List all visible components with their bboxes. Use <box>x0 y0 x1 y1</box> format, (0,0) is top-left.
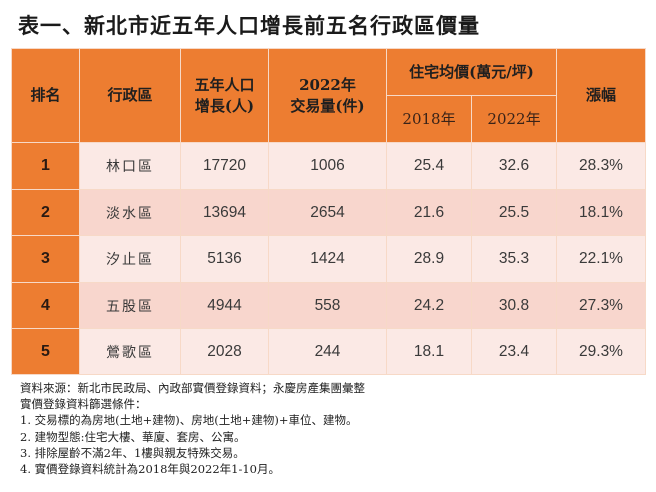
pop-growth-cell: 17720 <box>180 142 269 190</box>
increase-cell: 18.1% <box>556 189 646 236</box>
table-row: 2 淡水區 13694 2654 21.6 25.5 18.1% <box>11 189 646 236</box>
table-row: 4 五股區 4944 558 24.2 30.8 27.3% <box>11 282 646 329</box>
transactions-cell: 1424 <box>268 235 387 283</box>
increase-cell: 27.3% <box>556 282 646 329</box>
rank-cell: 2 <box>11 189 80 236</box>
district-cell: 鶯歌區 <box>79 328 181 375</box>
transactions-cell: 558 <box>268 282 387 329</box>
header-rank: 排名 <box>11 48 80 143</box>
header-district: 行政區 <box>79 48 181 143</box>
header-increase: 漲幅 <box>556 48 646 143</box>
rank-cell: 1 <box>11 142 80 190</box>
increase-cell: 22.1% <box>556 235 646 283</box>
district-cell: 淡水區 <box>79 189 181 236</box>
criteria-item: 3. 排除屋齡不滿2年、1樓與親友特殊交易。 <box>20 445 245 460</box>
transactions-cell: 2654 <box>268 189 387 236</box>
page-title: 表一、新北市近五年人口增長前五名行政區價量 <box>18 13 480 38</box>
rank-cell: 3 <box>11 235 80 283</box>
transactions-cell: 244 <box>268 328 387 375</box>
criteria-item: 4. 實價登錄資料統計為2018年與2022年1-10月。 <box>20 462 280 477</box>
increase-cell: 28.3% <box>556 142 646 190</box>
header-avg-price: 住宅均價(萬元/坪) <box>386 48 557 96</box>
table-row: 3 汐止區 5136 1424 28.9 35.3 22.1% <box>11 235 646 283</box>
price-2022-cell: 30.8 <box>471 282 557 329</box>
source-note: 資料來源：新北市民政局、內政部實價登錄資料；永慶房產集團彙整 <box>20 381 365 395</box>
district-price-volume-table: 排名 行政區 五年人口 增長(人) 2022年 交易量(件) 住宅均價(萬元/坪) … <box>11 48 646 375</box>
table-row: 1 林口區 17720 1006 25.4 32.6 28.3% <box>11 142 646 190</box>
pop-growth-cell: 5136 <box>180 235 269 283</box>
header-year-2018: 2018年 <box>386 95 472 143</box>
criteria-item: 2. 建物型態:住宅大樓、華廈、套房、公寓。 <box>20 429 246 444</box>
criteria-item: 1. 交易標的為房地(土地+建物)、房地(土地+建物)+車位、建物。 <box>20 413 358 428</box>
header-transactions: 2022年 交易量(件) <box>268 48 387 143</box>
table-row: 5 鶯歌區 2028 244 18.1 23.4 29.3% <box>11 328 646 375</box>
district-cell: 林口區 <box>79 142 181 190</box>
pop-growth-cell: 13694 <box>180 189 269 236</box>
price-2022-cell: 23.4 <box>471 328 557 375</box>
rank-cell: 4 <box>11 282 80 329</box>
increase-cell: 29.3% <box>556 328 646 375</box>
price-2022-cell: 35.3 <box>471 235 557 283</box>
rank-cell: 5 <box>11 328 80 375</box>
price-2018-cell: 25.4 <box>386 142 472 190</box>
criteria-title: 實價登錄資料篩選條件： <box>20 397 147 412</box>
transactions-cell: 1006 <box>268 142 387 190</box>
price-2022-cell: 32.6 <box>471 142 557 190</box>
district-cell: 汐止區 <box>79 235 181 283</box>
pop-growth-cell: 2028 <box>180 328 269 375</box>
price-2018-cell: 28.9 <box>386 235 472 283</box>
price-2022-cell: 25.5 <box>471 189 557 236</box>
header-pop-growth: 五年人口 增長(人) <box>180 48 269 143</box>
price-2018-cell: 21.6 <box>386 189 472 236</box>
footnotes: 資料來源：新北市民政局、內政部實價登錄資料；永慶房產集團彙整 實價登錄資料篩選條… <box>20 380 365 477</box>
price-2018-cell: 18.1 <box>386 328 472 375</box>
price-2018-cell: 24.2 <box>386 282 472 329</box>
header-year-2022: 2022年 <box>471 95 557 143</box>
district-cell: 五股區 <box>79 282 181 329</box>
pop-growth-cell: 4944 <box>180 282 269 329</box>
